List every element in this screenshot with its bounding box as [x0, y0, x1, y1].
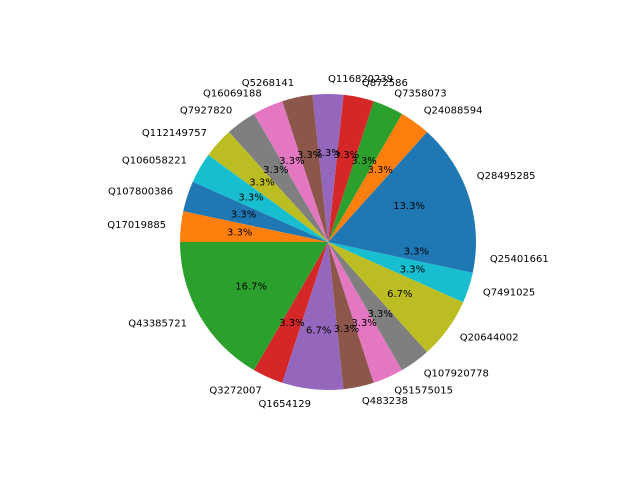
pie-slice-Q872586 — [328, 94, 374, 242]
pie-percent-Q872586: 3.3% — [334, 150, 359, 161]
pie-label-Q25401661: Q25401661 — [490, 254, 549, 265]
pie-percent-Q7358073: 3.3% — [351, 156, 376, 167]
pie-label-Q51575015: Q51575015 — [394, 386, 453, 397]
pie-percent-Q3272007: 3.3% — [279, 318, 304, 329]
pie-label-Q107920778: Q107920778 — [424, 369, 489, 380]
pie-slice-Q43385721 — [180, 242, 328, 371]
pie-slice-Q7491025 — [328, 242, 473, 303]
pie-percent-Q16069188: 3.3% — [279, 156, 304, 167]
pie-percent-Q107800386: 3.3% — [231, 210, 256, 221]
pie-slice-Q483238 — [328, 242, 374, 390]
pie-percent-labels: 13.3%3.3%3.3%3.3%3.3%3.3%3.3%3.3%3.3%3.3… — [227, 148, 429, 336]
pie-label-Q5268141: Q5268141 — [242, 78, 294, 89]
pie-label-Q20644002: Q20644002 — [460, 333, 519, 344]
pie-slice-Q1654129 — [282, 242, 344, 391]
pie-label-Q17019885: Q17019885 — [107, 220, 166, 231]
pie-label-Q24088594: Q24088594 — [424, 105, 483, 116]
pie-label-Q7491025: Q7491025 — [483, 287, 535, 298]
pie-slice-Q17019885 — [180, 211, 328, 242]
pie-label-Q28495285: Q28495285 — [477, 171, 536, 182]
pie-label-Q112149757: Q112149757 — [142, 128, 207, 139]
pie-percent-Q17019885: 3.3% — [227, 228, 252, 239]
pie-slice-Q20644002 — [328, 242, 464, 352]
pie-percent-Q25401661: 3.3% — [404, 246, 429, 257]
pie-slice-Q7927820 — [228, 113, 328, 242]
pie-category-labels: Q28495285 Q24088594 Q7358073Q872586Q116820… — [107, 74, 548, 410]
pie-percent-Q107920778: 3.3% — [367, 309, 392, 320]
pie-label-Q7358073: Q7358073 — [394, 88, 446, 99]
pie-percent-Q51575015: 3.3% — [351, 318, 376, 329]
pie-slice-Q51575015 — [328, 242, 402, 383]
pie-label-Q3272007: Q3272007 — [209, 386, 261, 397]
pie-percent-Q7927820: 3.3% — [263, 165, 288, 176]
pie-label-Q483238: Q483238 — [362, 396, 408, 407]
pie-label-Q107800386: Q107800386 — [108, 187, 173, 198]
pie-percent-Q106058221: 3.3% — [238, 193, 263, 204]
pie-percent-Q112149757: 3.3% — [249, 178, 274, 189]
pie-percent-Q1654129: 6.7% — [306, 325, 331, 336]
pie-percent-Q5268141: 3.3% — [297, 150, 322, 161]
pie-slice-Q106058221 — [192, 155, 328, 242]
pie-slices — [180, 94, 476, 391]
pie-percent-Q7491025: 3.3% — [400, 264, 425, 275]
pie-percent-Q43385721: 16.7% — [235, 281, 267, 292]
pie-label-Q7927820: Q7927820 — [180, 105, 232, 116]
pie-slice-Q5268141 — [282, 94, 328, 242]
pie-percent-Q20644002: 6.7% — [387, 289, 412, 300]
pie-slice-Q16069188 — [254, 101, 328, 242]
pie-slice-Q107920778 — [328, 242, 428, 371]
pie-slice-Q25401661 — [328, 242, 476, 273]
pie-label-Q872586: Q872586 — [362, 78, 408, 89]
pie-label-Q116820239: Q116820239 — [328, 74, 393, 85]
pie-slice-Q7358073 — [328, 101, 402, 242]
pie-slice-Q28495285 — [328, 132, 476, 242]
pie-slice-Q107800386 — [183, 181, 328, 242]
pie-percent-Q483238: 3.3% — [334, 324, 359, 335]
pie-label-Q43385721: Q43385721 — [128, 318, 187, 329]
pie-percent-Q24088594: 3.3% — [367, 165, 392, 176]
pie-label-Q1654129: Q1654129 — [259, 399, 311, 410]
pie-percent-Q116820239: 3.3% — [315, 148, 340, 159]
pie-slice-Q3272007 — [254, 242, 328, 383]
pie-slice-Q116820239 — [312, 94, 344, 242]
pie-label-Q16069188: Q16069188 — [203, 88, 262, 99]
pie-slice-Q24088594 — [328, 113, 428, 242]
pie-slice-Q112149757 — [208, 132, 328, 242]
pie-label-Q106058221: Q106058221 — [122, 156, 187, 167]
pie-percent-Q28495285: 13.3% — [393, 201, 425, 212]
